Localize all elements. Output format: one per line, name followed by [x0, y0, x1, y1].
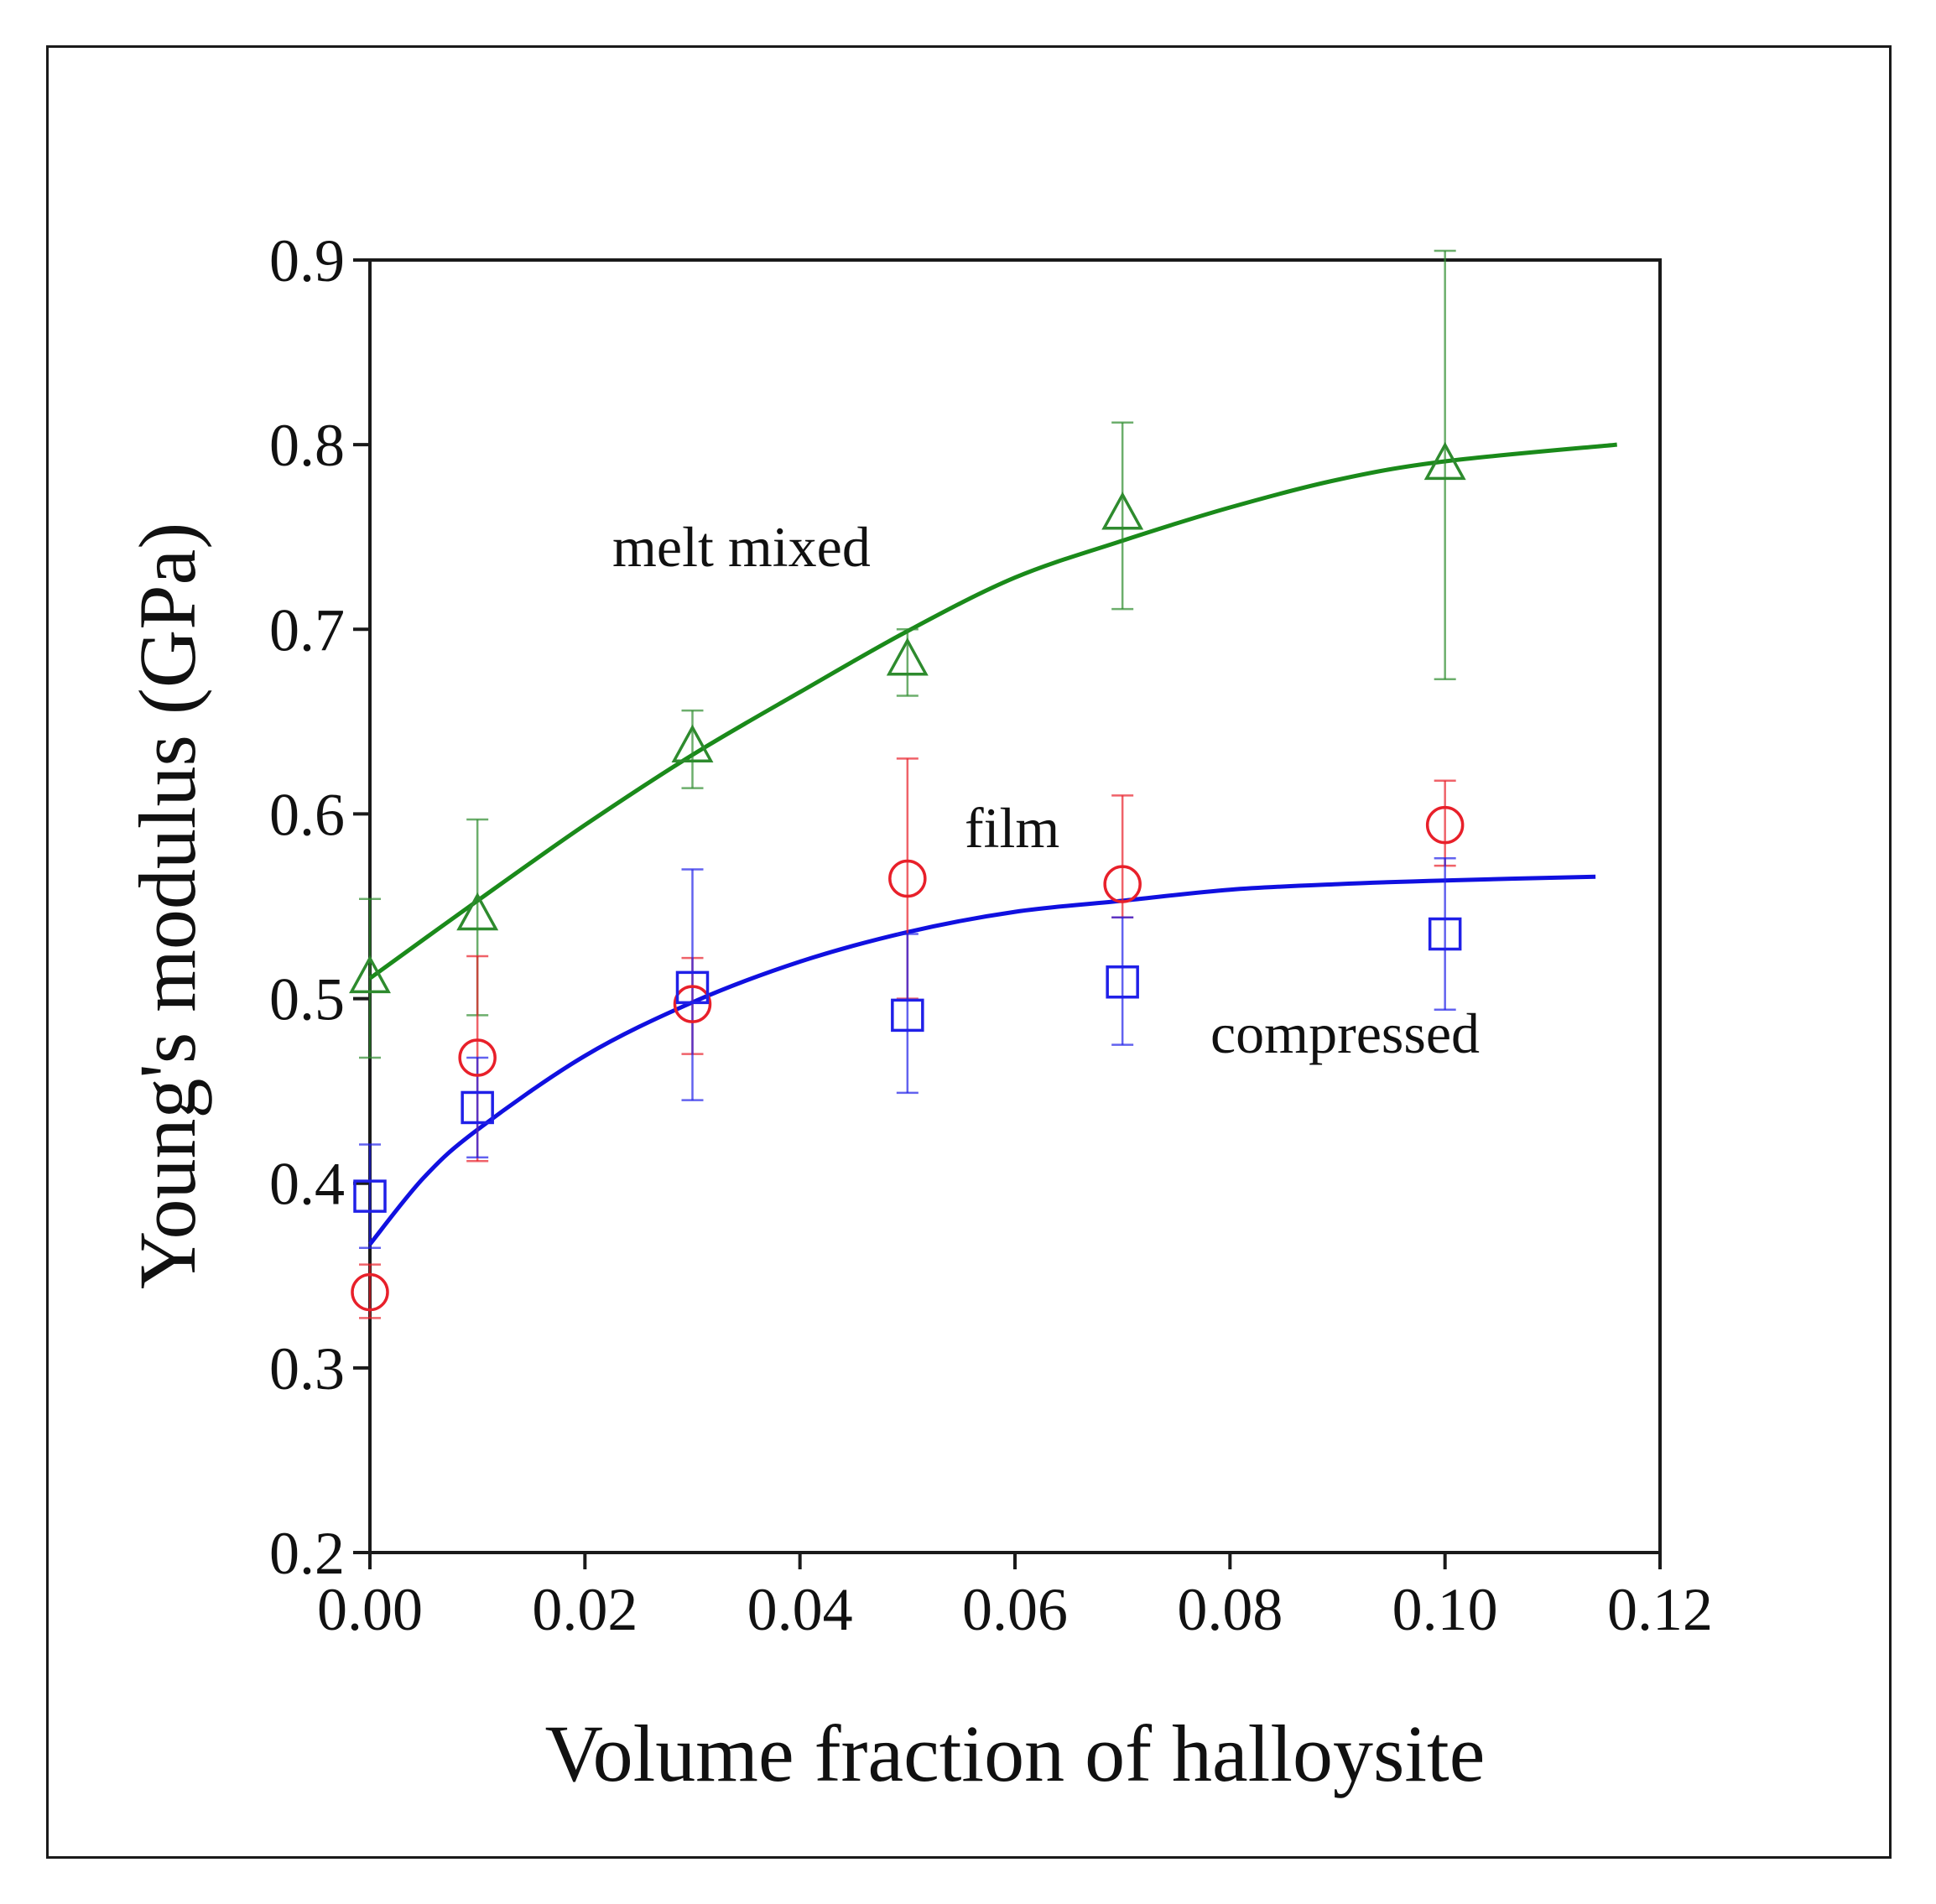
- fit-curve: [368, 442, 1617, 981]
- melt-mixed-point: [671, 724, 714, 762]
- x-tick-label: 0.04: [747, 1576, 853, 1643]
- compressed-point: [353, 1179, 387, 1213]
- annotation-melt-mixed: melt mixed: [612, 515, 871, 579]
- x-tick-label: 0.00: [317, 1576, 423, 1643]
- fit-curves: [368, 442, 1617, 1246]
- film-point: [351, 1272, 389, 1312]
- x-axis-label: Volume fraction of halloysite: [545, 1709, 1486, 1798]
- y-axis-label: Young's modulus (GPa): [122, 523, 212, 1289]
- y-tick-label: 0.2: [269, 1520, 345, 1587]
- annotation-compressed: compressed: [1210, 1001, 1480, 1065]
- y-tick-label: 0.7: [269, 596, 345, 663]
- melt-mixed-point: [1101, 492, 1144, 530]
- y-tick-label: 0.5: [269, 966, 345, 1033]
- x-tick-label: 0.12: [1607, 1576, 1713, 1643]
- melt-mixed-point: [1423, 441, 1466, 481]
- compressed-point: [891, 998, 924, 1033]
- compressed-point: [675, 970, 710, 1005]
- melt-mixed-point: [886, 637, 929, 676]
- figure-frame: [46, 45, 1892, 1859]
- compressed-point: [461, 1090, 494, 1125]
- axis-ticks: 0.00 0.02 0.04 0.06 0.08 0.10 0.12 0.2 0.3 0.4 0.5…: [269, 227, 1713, 1643]
- x-tick-label: 0.02: [532, 1576, 638, 1643]
- y-tick-label: 0.6: [269, 781, 345, 848]
- compressed-point: [1106, 965, 1139, 999]
- error-bars: [359, 249, 1456, 1319]
- melt-mixed-point: [456, 892, 499, 931]
- x-tick-label: 0.08: [1177, 1576, 1283, 1643]
- plot-area: [368, 258, 1662, 1554]
- film-point: [888, 859, 927, 898]
- y-tick-label: 0.4: [269, 1151, 345, 1218]
- film-point: [1425, 805, 1465, 845]
- film-point: [458, 1038, 497, 1077]
- annotation-film: film: [965, 796, 1059, 860]
- melt-mixed-point: [349, 955, 391, 994]
- y-tick-label: 0.9: [269, 227, 345, 294]
- compressed-point: [1428, 917, 1462, 951]
- film-point: [1103, 865, 1142, 903]
- film-point: [673, 985, 712, 1023]
- y-tick-label: 0.3: [269, 1335, 345, 1402]
- y-tick-label: 0.8: [269, 412, 345, 479]
- x-tick-label: 0.10: [1392, 1576, 1498, 1643]
- fit-curve: [368, 874, 1596, 1246]
- x-tick-label: 0.06: [962, 1576, 1068, 1643]
- data-markers: [349, 441, 1466, 1312]
